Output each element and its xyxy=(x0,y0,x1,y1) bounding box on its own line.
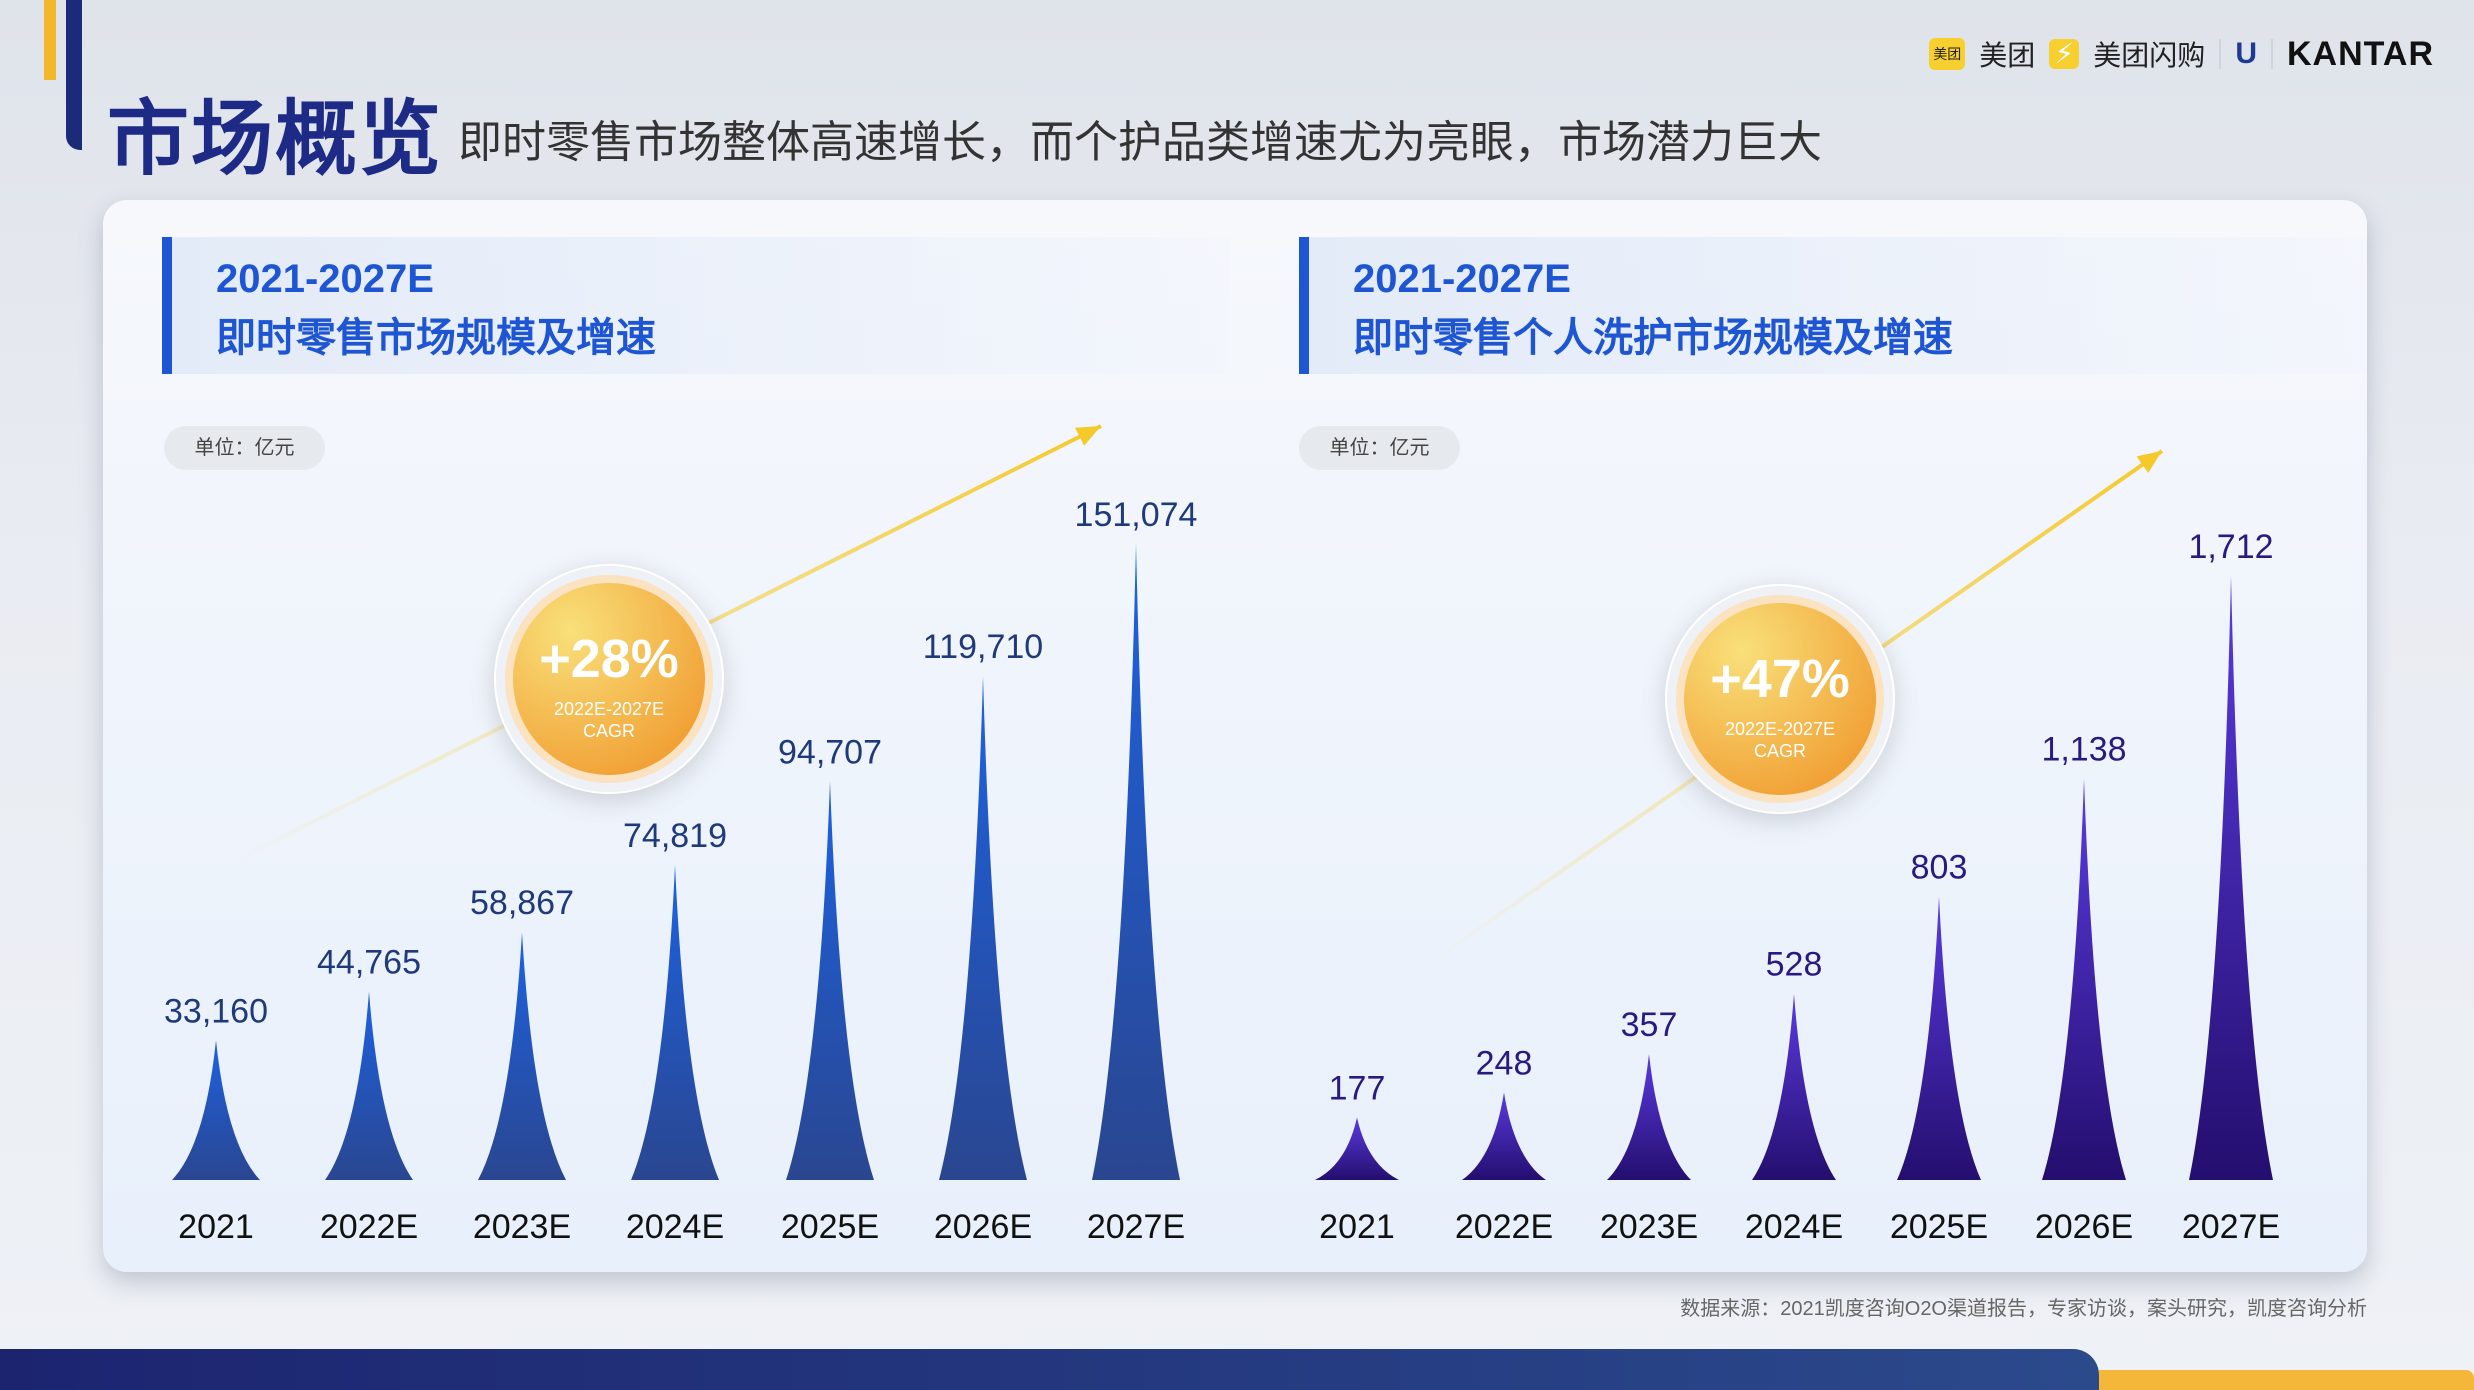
right-x-tick-label: 2027E xyxy=(2182,1208,2280,1246)
right-bar xyxy=(2042,778,2126,1180)
right-trend-arrowhead-icon xyxy=(2136,451,2162,474)
left-bar xyxy=(478,932,566,1180)
left-bar-value-label: 33,160 xyxy=(164,992,268,1030)
left-bar xyxy=(631,865,719,1180)
footer-band-orange xyxy=(2099,1370,2474,1390)
page-subtitle: 即时零售市场整体高速增长，而个护品类增速尤为亮眼，市场潜力巨大 xyxy=(458,118,1822,167)
left-x-tick-label: 2026E xyxy=(934,1208,1032,1246)
right-cagr-period: 2022E-2027E xyxy=(1725,719,1835,739)
left-x-tick-label: 2024E xyxy=(626,1208,724,1246)
right-x-tick-label: 2026E xyxy=(2035,1208,2133,1246)
right-bar xyxy=(1752,993,1836,1180)
left-chart-header: 2021-2027E 即时零售市场规模及增速 xyxy=(162,237,1230,374)
left-bar-value-label: 44,765 xyxy=(317,944,421,982)
left-bar-value-label: 58,867 xyxy=(470,884,574,922)
right-cagr-label: CAGR xyxy=(1754,741,1806,761)
left-bar-value-label: 94,707 xyxy=(778,733,882,771)
right-unit-label: 单位：亿元 xyxy=(1299,426,1460,470)
flash-icon: ⚡ xyxy=(2049,39,2080,69)
left-chart-title: 即时零售市场规模及增速 xyxy=(216,316,656,360)
kantar-logo: KANTAR xyxy=(2286,34,2434,73)
left-bar-value-label: 151,074 xyxy=(1075,496,1198,534)
page-title: 市场概览 xyxy=(107,94,444,185)
accent-bar-yellow xyxy=(44,0,56,80)
left-unit-label: 单位：亿元 xyxy=(164,426,325,470)
left-bar-value-label: 119,710 xyxy=(923,628,1043,666)
left-x-tick-label: 2025E xyxy=(781,1208,879,1246)
right-x-tick-label: 2025E xyxy=(1890,1208,1988,1246)
right-bar-value-label: 177 xyxy=(1329,1070,1386,1108)
left-cagr-badge xyxy=(513,583,705,775)
left-bar xyxy=(786,781,874,1180)
right-bar xyxy=(1897,896,1981,1180)
divider xyxy=(2219,39,2222,69)
left-x-tick-label: 2023E xyxy=(473,1208,571,1246)
right-bar-value-label: 1,138 xyxy=(2041,731,2126,769)
right-bar xyxy=(1462,1092,1546,1180)
left-trend-arrowhead-icon xyxy=(1075,426,1101,446)
right-cagr-badge xyxy=(1684,603,1876,795)
right-x-tick-label: 2024E xyxy=(1745,1208,1843,1246)
meituan-flash-logo-text: 美团闪购 xyxy=(2093,40,2206,71)
right-bar-value-label: 248 xyxy=(1476,1045,1533,1083)
left-x-tick-label: 2021 xyxy=(178,1208,254,1246)
left-x-tick-label: 2022E xyxy=(320,1208,418,1246)
left-bar xyxy=(325,991,413,1180)
right-cagr-value: +47% xyxy=(1710,649,1850,709)
right-bar-value-label: 357 xyxy=(1621,1006,1678,1044)
right-bar-value-label: 1,712 xyxy=(2188,528,2273,566)
left-bar xyxy=(939,676,1027,1180)
right-bar-value-label: 528 xyxy=(1766,946,1823,984)
right-chart-header: 2021-2027E 即时零售个人洗护市场规模及增速 xyxy=(1299,237,2367,374)
right-chart-title: 即时零售个人洗护市场规模及增速 xyxy=(1353,316,1953,360)
right-x-tick-label: 2023E xyxy=(1600,1208,1698,1246)
right-bar xyxy=(2189,576,2273,1180)
right-bar-value-label: 803 xyxy=(1911,849,1968,887)
right-bar xyxy=(1315,1117,1399,1180)
divider xyxy=(2270,39,2273,69)
right-x-tick-label: 2021 xyxy=(1319,1208,1395,1246)
left-chart-title-years: 2021-2027E xyxy=(216,257,434,301)
accent-bar-navy xyxy=(66,0,82,150)
data-source-note: 数据来源：2021凯度咨询O2O渠道报告，专家访谈，案头研究，凯度咨询分析 xyxy=(1680,1298,2367,1320)
meituan-logo-badge: 美团 xyxy=(1929,38,1966,70)
footer-band-navy xyxy=(0,1349,2099,1390)
partner-logos: 美团 美团 ⚡ 美团闪购 U KANTAR xyxy=(1929,34,2434,74)
left-cagr-period: 2022E-2027E xyxy=(554,699,664,719)
unilever-logo: U xyxy=(2235,37,2257,70)
right-bar xyxy=(1607,1054,1691,1180)
meituan-logo-text: 美团 xyxy=(1979,40,2036,71)
right-chart-title-years: 2021-2027E xyxy=(1353,257,1571,301)
right-x-tick-label: 2022E xyxy=(1455,1208,1553,1246)
left-cagr-value: +28% xyxy=(539,629,679,689)
left-bar xyxy=(172,1040,260,1180)
left-bar-value-label: 74,819 xyxy=(623,817,727,855)
left-cagr-label: CAGR xyxy=(583,721,635,741)
left-bar xyxy=(1092,544,1180,1180)
left-x-tick-label: 2027E xyxy=(1087,1208,1185,1246)
